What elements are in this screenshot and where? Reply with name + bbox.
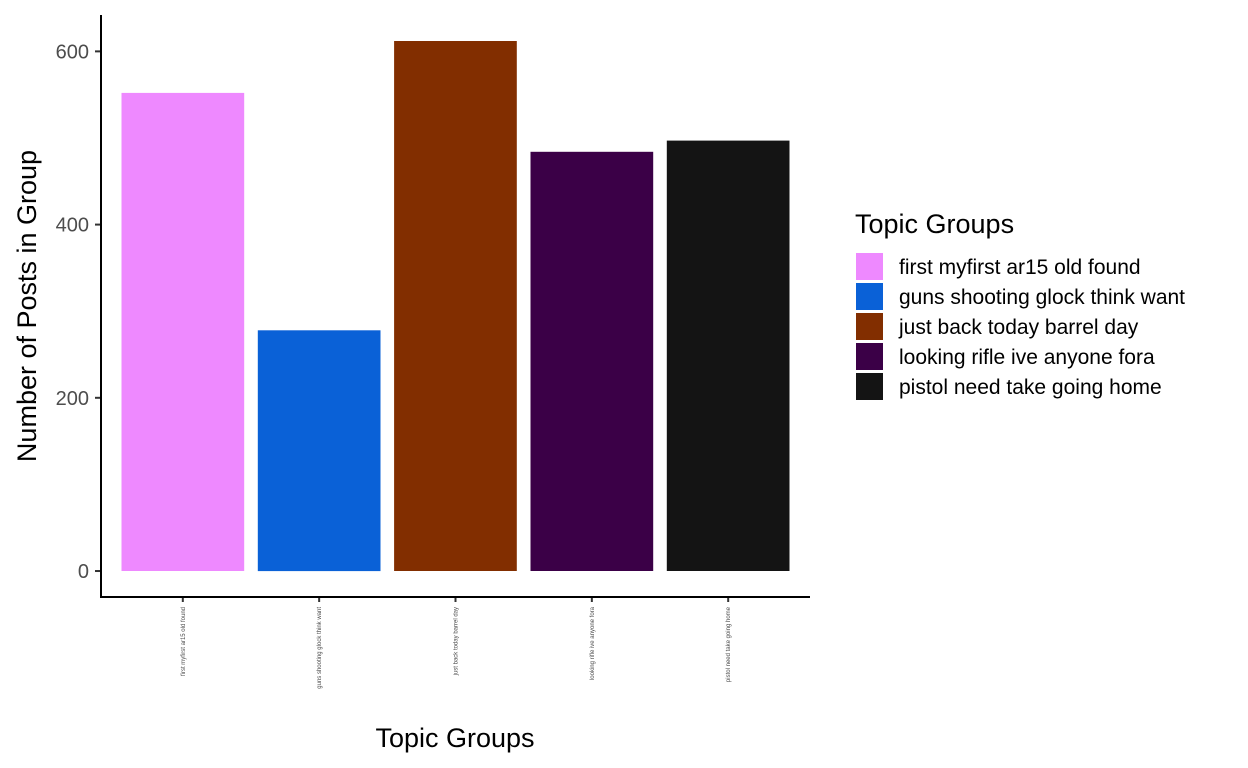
legend-label: pistol need take going home (899, 376, 1162, 399)
legend-label: guns shooting glock think want (899, 286, 1185, 309)
legend-swatch (856, 283, 883, 310)
x-tick-label: guns shooting glock think want (317, 607, 323, 689)
legend-label: looking rifle ive anyone fora (899, 346, 1155, 369)
legend-swatch (856, 253, 883, 280)
bar-2 (257, 330, 381, 572)
legend-title: Topic Groups (855, 209, 1014, 239)
legend-label: first myfirst ar15 old found (899, 256, 1141, 279)
legend-swatch (856, 313, 883, 340)
x-tick-label: just back today barrel day (454, 607, 460, 676)
x-tick-label: first myfirst ar15 old found (181, 607, 187, 676)
bar-1 (121, 92, 245, 572)
bar-5 (666, 140, 790, 571)
x-axis-ticks: first myfirst ar15 old found guns shootin… (181, 597, 732, 689)
y-axis-title: Number of Posts in Group (12, 150, 42, 462)
bar-4 (530, 151, 654, 572)
y-tick-label: 200 (56, 388, 89, 410)
legend-label: just back today barrel day (898, 316, 1139, 339)
legend: Topic Groups first myfirst ar15 old foun… (855, 209, 1185, 400)
legend-swatch (856, 373, 883, 400)
x-axis-title: Topic Groups (375, 723, 534, 753)
bar-3 (394, 41, 517, 571)
y-tick-label: 400 (56, 215, 89, 237)
x-tick-label: pistol need take going home (726, 606, 732, 682)
x-tick-label: looking rifle ive anyone fora (590, 606, 596, 680)
y-tick-label: 0 (78, 561, 89, 583)
bars-group (121, 41, 790, 572)
legend-entries: first myfirst ar15 old found guns shootin… (856, 253, 1185, 400)
y-tick-label: 600 (56, 41, 89, 63)
legend-swatch (856, 343, 883, 370)
y-axis-ticks: 0 200 400 600 (56, 41, 101, 583)
